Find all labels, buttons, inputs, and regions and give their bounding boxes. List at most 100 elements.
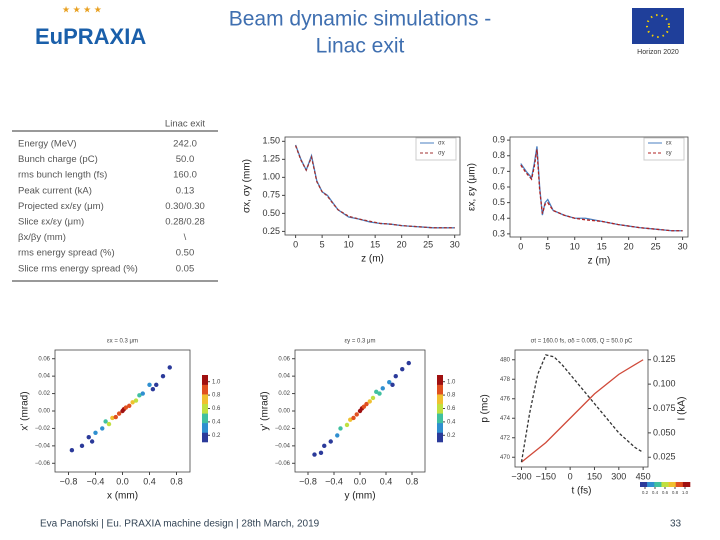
table: Energy (MeV) 242.0 Bunch charge (pC) 50.0 rm… [18,139,205,275]
y2-tick-label: 0.100 [653,379,676,389]
colorbar-cell [202,422,208,433]
colorbar-label: 0.6 [447,406,456,412]
y-tick-label: 0.06 [38,356,50,362]
row-label: Slice εx/εy (μm) [18,217,84,228]
row-value: 160.0 [173,170,197,181]
y-axis-label: y' (mrad) [260,391,271,430]
colorbar-cell [202,375,208,385]
x-tick-label: 0.4 [143,476,156,486]
y-tick-label: −0.04 [275,443,291,449]
y-tick-label: −0.06 [275,461,291,467]
y-axis-label: x' (mrad) [20,391,31,430]
row-label: rms bunch length (fs) [18,170,107,181]
colorbar-label: 0.8 [212,393,221,399]
legend-label: σy [438,151,445,157]
point [344,422,350,428]
x-tick-label: −0.4 [87,476,105,486]
point [390,382,395,388]
eu-flag [632,8,684,44]
series-line [294,145,455,229]
point [140,391,145,396]
x-tick-label: 150 [587,471,602,481]
y-tick-label: 0.6 [492,181,505,191]
y-tick-label: 0.02 [38,391,50,397]
colorbar-cell [675,482,684,487]
colorbar-label: 0.2 [447,433,456,439]
x-tick-label: 0.8 [406,476,419,486]
x-tick-label: 0.4 [380,476,393,486]
colorbar-label: 1.0 [212,379,221,385]
point [110,415,115,421]
y-tick-label: 474 [500,416,511,422]
point [113,414,118,420]
colorbar-cell [437,432,443,443]
logo-stars: ★ ★ ★ ★ [62,4,102,14]
row-value: 0.13 [176,185,195,196]
point [147,382,152,388]
point [100,426,105,431]
legend-label: εx [666,141,672,147]
colorbar-cell [682,482,691,487]
x-tick-label: 25 [651,241,661,251]
logo: ★ ★ ★ ★ EuPRAXIA [35,4,146,48]
point [328,439,333,444]
y-axis-label: σx, σy (mm) [242,159,253,213]
row-label: βx/βy (mm) [18,232,66,243]
x-tick-label: 0 [568,471,573,481]
footer-text: Eva Panofski | Eu. PRAXIA machine design… [40,519,320,530]
point [160,373,166,379]
row-label: Bunch charge (pC) [18,154,98,165]
point [318,450,324,456]
x-tick-label: 300 [611,471,626,481]
x-tick-label: 15 [597,241,607,251]
x-tick-label: 15 [370,239,380,249]
legend-label: σx [438,141,445,147]
point [123,405,129,410]
point [322,443,327,449]
y2-tick-label: 0.075 [653,403,676,413]
y-tick-label: 0.75 [262,190,280,200]
y-tick-label: 480 [500,357,511,363]
point [374,389,379,395]
point [130,400,135,405]
colorbar-label: 0.2 [642,490,649,495]
point [348,417,353,422]
x-tick-label: 10 [344,239,354,249]
x-tick-label: 20 [397,239,407,249]
y-tick-label: 0.9 [492,135,505,145]
y-tick-label: 476 [500,396,511,402]
x-tick-label: 450 [636,471,651,481]
y2-axis-label: I (kA) [677,397,688,421]
chart-title: εy = 0.3 μm [345,339,376,345]
colorbar-cell [668,482,677,487]
y-axis-label: p (mc) [480,394,491,422]
x-tick-label: 0.0 [116,476,129,486]
point [154,382,159,388]
x-tick-label: 20 [624,241,634,251]
series-line [521,359,644,463]
point [370,395,376,401]
point [367,399,372,404]
point [354,412,359,417]
y-tick-label: 1.00 [262,172,280,182]
colorbar-cell [202,413,208,424]
y-tick-label: 0.25 [262,226,280,236]
point [364,401,369,407]
x-tick-label: −0.8 [60,476,78,486]
y-tick-label: 0.00 [38,409,50,415]
point [127,403,132,408]
colorbar-cell [202,432,208,443]
colorbar-label: 1.0 [682,490,689,495]
x-axis-label: y (mm) [344,491,375,502]
y-tick-label: 0.3 [492,228,505,238]
point [137,393,142,398]
row-value: 0.30/0.30 [165,201,205,212]
legend-box [643,137,685,161]
colorbar-cell [202,403,208,414]
legend-label: εy [666,151,672,157]
slide-title: Beam dynamic simulations - [229,8,492,31]
legend-box [415,137,457,161]
row-value: 0.50 [176,248,195,259]
